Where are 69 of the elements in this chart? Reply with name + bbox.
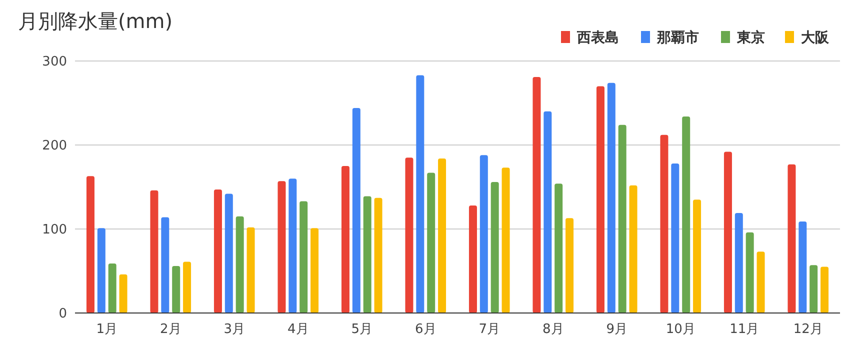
bar [374,198,382,313]
bar [618,124,626,313]
bar [97,228,106,313]
x-tick-label: 2月 [160,322,182,337]
legend-label: 西表島 [576,30,619,46]
legend-label: 那覇市 [656,29,699,46]
x-tick-label: 8月 [542,322,564,337]
x-tick-label: 1月 [96,322,118,337]
x-tick-label: 12月 [793,322,823,337]
bar [746,232,754,313]
bar [300,201,308,313]
bar [756,252,765,313]
y-tick-label: 300 [42,54,67,70]
bar [405,158,414,313]
bar [183,262,192,313]
y-tick-label: 0 [58,306,67,322]
x-tick-label: 6月 [414,322,436,337]
x-tick-label: 11月 [730,322,760,337]
bar [352,108,360,313]
bar [468,205,477,313]
bar [671,163,680,313]
bar [214,190,222,313]
bar [554,184,563,313]
bar [724,152,732,313]
legend-label: 東京 [736,29,765,46]
bar [150,190,158,313]
bar [363,196,372,313]
bar [502,168,510,313]
bar [438,158,446,313]
bar [490,182,499,313]
x-tick-label: 3月 [224,322,246,337]
bar [629,185,638,313]
bar [810,265,818,313]
bar [607,82,616,313]
bar [544,111,552,313]
bar [310,228,319,313]
bar [108,263,116,313]
bar [693,200,702,313]
bar [86,176,94,313]
bar [416,75,424,313]
x-tick-label: 4月 [287,322,309,337]
bar [224,194,233,313]
x-tick-label: 9月 [606,322,628,337]
bar [288,178,297,313]
bar [480,155,488,313]
bar [660,134,668,313]
y-tick-label: 200 [42,138,67,154]
bar [236,216,244,313]
bar [278,181,286,313]
bar [119,274,128,313]
bar [172,266,180,313]
bar [341,166,350,313]
bar [820,266,829,313]
bar [427,172,436,313]
bar [532,76,541,313]
bar [596,86,604,313]
bar [566,218,574,313]
x-tick-label: 5月 [351,322,373,337]
legend-label: 大阪 [801,30,830,46]
bar [682,116,690,313]
bar [246,227,255,313]
chart-title: 月別降水量(mm) [18,9,173,33]
bar [788,164,796,313]
y-tick-label: 100 [42,222,67,238]
bar [798,221,807,313]
bar [161,217,170,313]
bar [734,213,743,313]
x-tick-label: 10月 [666,322,696,337]
x-tick-label: 7月 [478,322,500,337]
